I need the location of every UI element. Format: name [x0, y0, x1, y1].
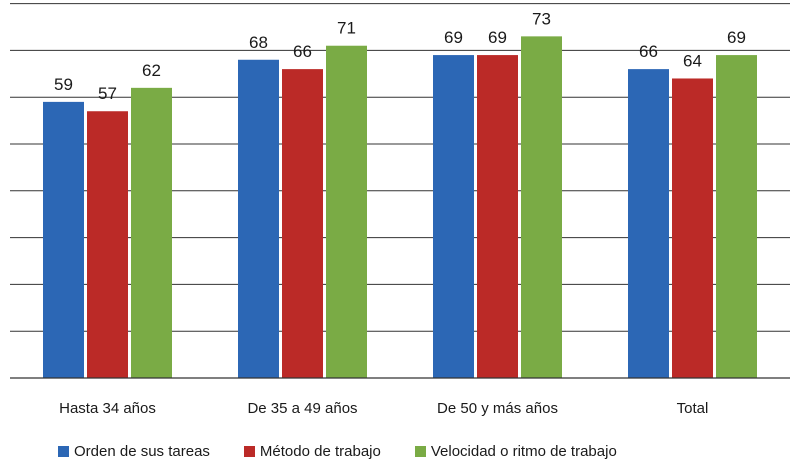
bar: [716, 55, 757, 378]
bar: [282, 69, 323, 379]
value-label: 68: [249, 33, 268, 52]
value-label: 57: [98, 84, 117, 103]
legend-label-orden: Orden de sus tareas: [74, 443, 210, 460]
bar: [672, 78, 713, 378]
bar: [326, 45, 367, 378]
category-label: De 35 a 49 años: [247, 400, 357, 417]
legend-item-metodo: Método de trabajo: [243, 443, 381, 460]
bar: [477, 55, 518, 378]
value-label: 59: [54, 75, 73, 94]
legend-label-metodo: Método de trabajo: [259, 443, 381, 460]
bars: [43, 36, 757, 379]
bar: [628, 69, 669, 379]
value-label: 69: [444, 28, 463, 47]
category-labels: Hasta 34 años De 35 a 49 años De 50 y más …: [59, 400, 708, 417]
value-label: 69: [488, 28, 507, 47]
value-labels: 59 57 62 68 66 71 69 69 73 66 64 69: [54, 9, 746, 103]
legend-label-velocidad: Velocidad o ritmo de trabajo: [430, 443, 617, 460]
bar: [521, 36, 562, 379]
value-label: 69: [727, 28, 746, 47]
bar: [87, 111, 128, 379]
category-label: De 50 y más años: [437, 400, 558, 417]
bar: [238, 59, 279, 378]
value-label: 66: [639, 42, 658, 61]
legend: Orden de sus tareas Método de trabajo Ve…: [58, 443, 617, 460]
category-label: Hasta 34 años: [59, 400, 156, 417]
legend-item-velocidad: Velocidad o ritmo de trabajo: [414, 443, 617, 460]
bar: [131, 87, 172, 378]
value-label: 64: [683, 51, 702, 70]
legend-swatch-orden: [58, 446, 69, 457]
value-label: 73: [532, 9, 551, 28]
bar: [43, 101, 84, 378]
legend-swatch-velocidad: [414, 446, 426, 457]
bar: [433, 55, 474, 378]
value-label: 71: [337, 19, 356, 38]
legend-swatch-metodo: [243, 446, 255, 457]
legend-item-orden: Orden de sus tareas: [58, 443, 210, 460]
category-label: Total: [677, 400, 709, 417]
value-label: 66: [293, 42, 312, 61]
value-label: 62: [142, 61, 161, 80]
